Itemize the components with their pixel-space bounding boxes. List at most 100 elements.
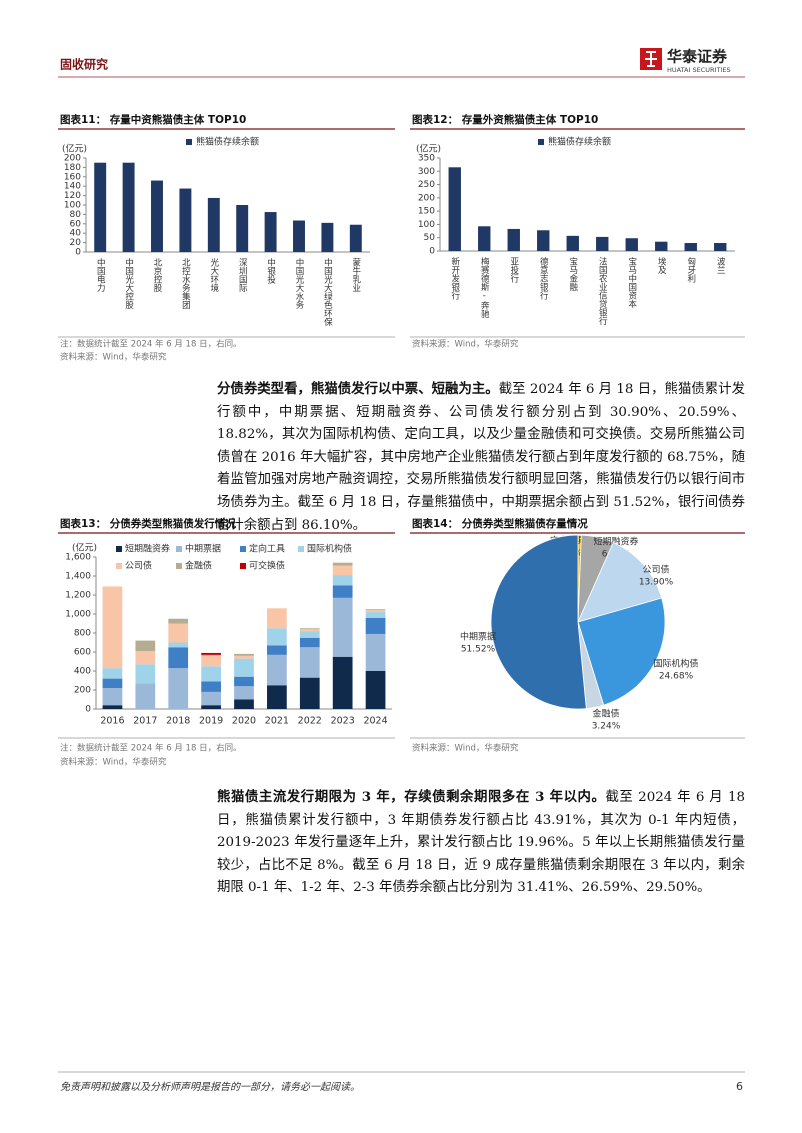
legend-swatch — [116, 546, 122, 552]
y-tick-label: 0 — [429, 247, 435, 257]
bar-segment — [102, 668, 123, 679]
bar-segment — [234, 686, 254, 700]
figure-source: 资料来源：Wind，华泰研究 — [60, 757, 167, 768]
bar-segment — [135, 651, 156, 665]
bar-segment — [332, 597, 353, 657]
legend-swatch — [298, 546, 304, 552]
paragraph-lead: 熊猫债主流发行期限为 3 年，存续债剩余期限多在 3 年以内。 — [217, 789, 606, 805]
bar — [236, 205, 249, 252]
bar-segment — [267, 608, 287, 629]
bar-segment — [168, 668, 189, 709]
legend-label: 熊猫债存续余额 — [548, 136, 611, 148]
bar-segment — [234, 699, 254, 709]
bar-segment — [365, 617, 386, 634]
slice-label: 中期票据 — [460, 631, 496, 643]
y-tick-label: 600 — [74, 648, 91, 658]
x-tick-label: 匈牙利 — [686, 256, 696, 282]
y-tick-label: 0 — [75, 248, 81, 258]
y-tick-label: 180 — [64, 163, 81, 173]
slice-value: 51.52% — [461, 645, 496, 655]
bar — [264, 212, 277, 252]
bar-segment — [102, 678, 123, 689]
legend-label: 国际机构债 — [307, 543, 352, 555]
slice-value: 3.24% — [592, 722, 621, 732]
x-tick-label: 梅赛德斯-奔驰 — [479, 256, 489, 319]
legend-label: 金融债 — [185, 560, 212, 572]
legend-swatch — [240, 546, 246, 552]
x-tick-label: 波兰 — [715, 256, 725, 274]
paragraph-body: 截至 2024 年 6 月 18 日，熊猫债累计发行额中，3 年期债券发行额占比… — [217, 790, 746, 896]
bar — [625, 238, 638, 251]
figure-title: 图表13： 分债券类型熊猫债发行情况 — [60, 517, 236, 530]
y-tick-label: 800 — [74, 629, 91, 639]
x-tick-label: 北控水务集团 — [180, 258, 190, 310]
y-tick-label: 200 — [418, 193, 435, 203]
figure-title: 图表11： 存量中资熊猫债主体 TOP10 — [60, 113, 246, 126]
logo-en: HUATAI SECURITIES — [667, 66, 731, 74]
pie-slice — [577, 597, 666, 706]
bar — [179, 188, 192, 252]
bar-segment — [135, 683, 156, 709]
bar-segment — [365, 610, 386, 613]
y-tick-label: 1,400 — [65, 572, 91, 582]
bar-segment — [299, 628, 320, 630]
bar — [349, 224, 362, 252]
bar-segment — [201, 652, 221, 655]
x-tick-label: 2023 — [331, 716, 355, 727]
legend-label: 公司债 — [125, 560, 152, 572]
figure-source: 资料来源：Wind，华泰研究 — [60, 352, 167, 363]
x-tick-label: 中国光大绿色环保 — [322, 257, 332, 327]
figure-source: 资料来源：Wind，华泰研究 — [412, 339, 519, 350]
bar — [448, 167, 461, 251]
y-tick-label: 1,200 — [65, 591, 91, 601]
x-tick-label: 2018 — [166, 716, 190, 727]
bar-segment — [168, 647, 189, 669]
slice-value: 24.68% — [659, 672, 694, 682]
legend-label: 中期票据 — [185, 543, 221, 555]
slice-label: 国际机构债 — [653, 658, 698, 670]
bar-segment — [332, 562, 353, 566]
bar — [655, 241, 668, 251]
legend-label: 定向工具 — [249, 543, 285, 555]
bar-segment — [135, 664, 156, 684]
bar — [321, 222, 334, 252]
bar-segment — [365, 612, 386, 618]
bar — [94, 162, 107, 252]
legend-label: 可交换债 — [249, 560, 285, 572]
bar-segment — [299, 629, 320, 632]
bar — [684, 243, 697, 251]
slice-label: 金融债 — [592, 708, 619, 720]
x-tick-label: 埃及 — [656, 256, 666, 275]
bar — [293, 220, 305, 252]
paragraph-lead: 分债券类型看，熊猫债发行以中票、短融为主。 — [217, 381, 499, 397]
bar-segment — [102, 705, 123, 709]
y-tick-label: 0 — [85, 705, 91, 715]
bar-segment — [201, 654, 221, 656]
y-tick-label: 140 — [64, 182, 81, 192]
x-tick-label: 2019 — [199, 716, 223, 727]
bar — [537, 230, 550, 251]
bar-segment — [332, 585, 353, 598]
legend-swatch — [240, 563, 246, 569]
bar — [207, 197, 220, 252]
x-tick-label: 中国电力 — [95, 257, 105, 293]
x-tick-label: 新开发银行 — [450, 256, 460, 300]
y-tick-label: 20 — [70, 238, 82, 248]
x-tick-label: 2024 — [363, 716, 387, 727]
bar-segment — [332, 575, 353, 586]
legend-swatch — [176, 563, 182, 569]
bar-segment — [299, 637, 320, 648]
y-tick-label: 40 — [70, 229, 82, 239]
bar-segment — [267, 654, 287, 686]
legend-swatch — [186, 139, 192, 145]
bar-segment — [234, 655, 254, 659]
bar-segment — [234, 653, 254, 656]
x-tick-label: 中国光大控股 — [124, 257, 134, 310]
x-tick-label: 2022 — [298, 716, 322, 727]
paragraph-body: 截至 2024 年 6 月 18 日，熊猫债累计发行额中，中期票据、短期融资券、… — [217, 382, 745, 533]
bar-segment — [201, 655, 221, 667]
bar — [566, 235, 579, 251]
legend-swatch — [538, 139, 544, 145]
x-tick-label: 北京控股 — [152, 258, 162, 293]
